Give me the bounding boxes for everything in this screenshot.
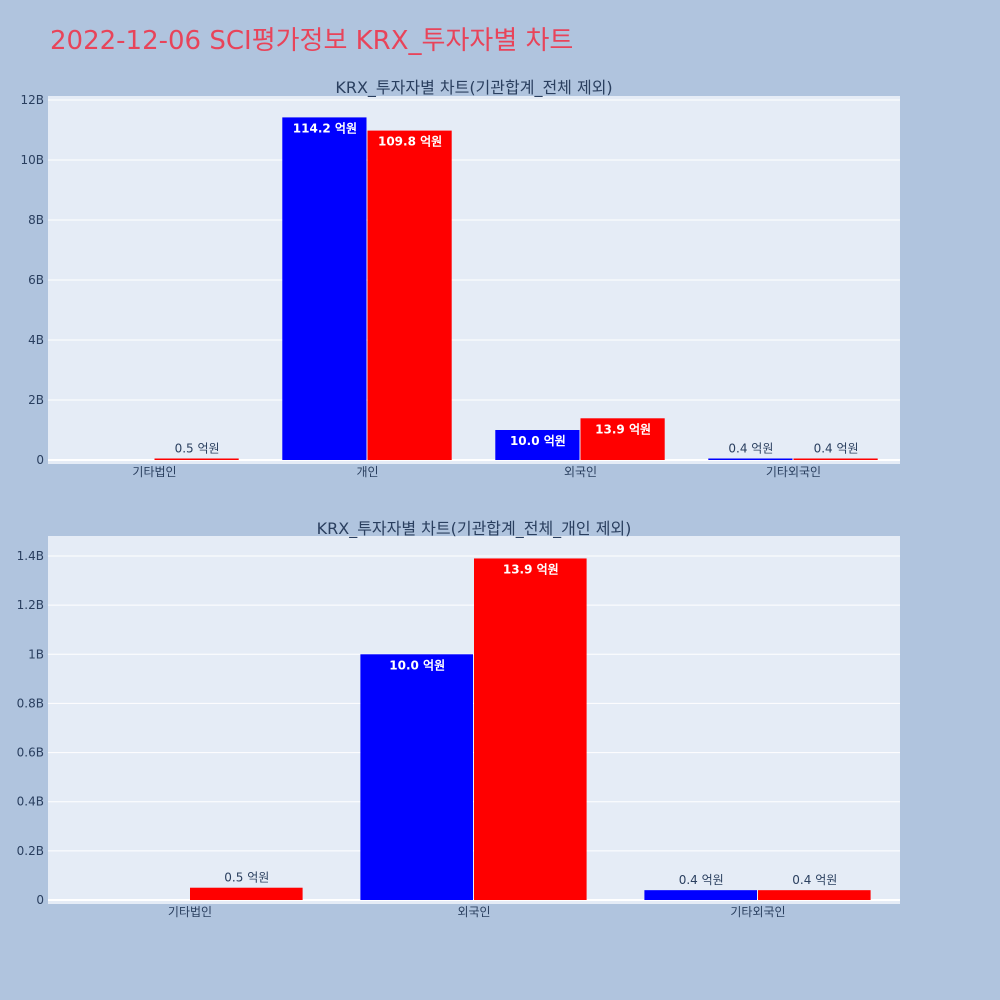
- bar-data-label: 10.0 억원: [389, 658, 445, 672]
- bar[interactable]: [495, 430, 580, 460]
- x-tick-label: 기타외국인: [766, 465, 821, 479]
- bar-data-label: 0.4 억원: [792, 873, 837, 887]
- y-tick-label: 0.8B: [17, 696, 44, 710]
- bar-data-label: 13.9 억원: [595, 422, 651, 436]
- bar-data-label: 109.8 억원: [378, 135, 442, 149]
- x-tick-label: 개인: [356, 465, 378, 479]
- page-title: 2022-12-06 SCI평가정보 KRX_투자자별 차트: [50, 26, 574, 56]
- y-tick-label: 10B: [20, 153, 44, 167]
- x-tick-label: 기타법인: [168, 905, 212, 919]
- bar-data-label: 114.2 억원: [293, 121, 357, 135]
- y-tick-label: 8B: [28, 213, 44, 227]
- bar-data-label: 10.0 억원: [510, 434, 566, 448]
- chart-2: 0 0.2B 0.4B 0.6B 0.8B 1B 1.2B 1.4B KRX_투자자별 차트(기…: [17, 519, 900, 919]
- bar[interactable]: [580, 418, 665, 460]
- bar[interactable]: [793, 458, 878, 461]
- chart-title: KRX_투자자별 차트(기관합계_전체_개인 제외): [317, 519, 632, 539]
- bar[interactable]: [474, 558, 587, 900]
- bar-data-label: 0.5 억원: [175, 442, 220, 456]
- y-tick-label: 4B: [28, 333, 44, 347]
- y-tick-label: 12B: [20, 93, 44, 107]
- y-tick-label: 1B: [28, 647, 44, 661]
- bar[interactable]: [154, 458, 239, 461]
- bar[interactable]: [708, 458, 793, 461]
- y-tick-label: 0: [36, 453, 44, 467]
- bar-data-label: 0.4 억원: [728, 442, 773, 456]
- x-tick-label: 기타법인: [132, 465, 176, 479]
- y-tick-label: 0.6B: [17, 746, 44, 760]
- bar[interactable]: [282, 117, 367, 461]
- y-tick-label: 0.4B: [17, 795, 44, 809]
- chart-title: KRX_투자자별 차트(기관합계_전체 제외): [335, 78, 612, 98]
- bar[interactable]: [644, 890, 757, 900]
- bar[interactable]: [758, 890, 871, 900]
- chart-1: 0 2B 4B 6B 8B 10B 12B KRX_투자자별 차트(기관합계_전체 제외) 기타…: [20, 78, 900, 479]
- bar-data-label: 0.4 억원: [679, 873, 724, 887]
- bar-data-label: 13.9 억원: [503, 562, 559, 576]
- bar[interactable]: [360, 654, 473, 900]
- y-tick-label: 0: [36, 893, 44, 907]
- x-tick-label: 기타외국인: [730, 905, 785, 919]
- bar[interactable]: [190, 887, 303, 900]
- x-tick-label: 외국인: [457, 905, 490, 919]
- y-tick-label: 1.4B: [17, 549, 44, 563]
- y-tick-label: 6B: [28, 273, 44, 287]
- y-tick-label: 2B: [28, 393, 44, 407]
- y-tick-label: 0.2B: [17, 844, 44, 858]
- bar[interactable]: [367, 130, 452, 460]
- bar-data-label: 0.5 억원: [224, 871, 269, 885]
- x-tick-label: 외국인: [564, 465, 597, 479]
- y-tick-label: 1.2B: [17, 598, 44, 612]
- bar-data-label: 0.4 억원: [814, 442, 859, 456]
